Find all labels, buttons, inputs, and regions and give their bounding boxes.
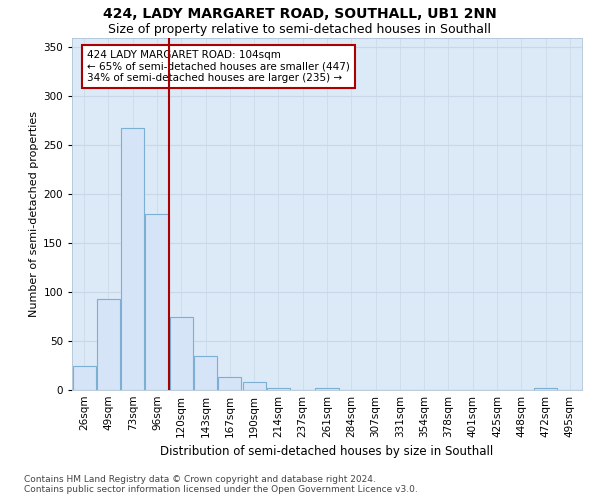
Bar bbox=[97, 299, 120, 390]
Bar bbox=[73, 366, 95, 390]
Bar bbox=[218, 378, 241, 390]
Text: 424 LADY MARGARET ROAD: 104sqm
← 65% of semi-detached houses are smaller (447)
3: 424 LADY MARGARET ROAD: 104sqm ← 65% of … bbox=[88, 50, 350, 83]
Text: Contains public sector information licensed under the Open Government Licence v3: Contains public sector information licen… bbox=[24, 485, 418, 494]
Bar bbox=[194, 356, 217, 390]
Text: Contains HM Land Registry data © Crown copyright and database right 2024.: Contains HM Land Registry data © Crown c… bbox=[24, 475, 376, 484]
Y-axis label: Number of semi-detached properties: Number of semi-detached properties bbox=[29, 111, 39, 317]
Bar bbox=[534, 388, 557, 390]
Text: 424, LADY MARGARET ROAD, SOUTHALL, UB1 2NN: 424, LADY MARGARET ROAD, SOUTHALL, UB1 2… bbox=[103, 8, 497, 22]
Text: Size of property relative to semi-detached houses in Southall: Size of property relative to semi-detach… bbox=[109, 22, 491, 36]
Bar bbox=[170, 316, 193, 390]
Bar bbox=[267, 388, 290, 390]
X-axis label: Distribution of semi-detached houses by size in Southall: Distribution of semi-detached houses by … bbox=[160, 446, 494, 458]
Bar bbox=[242, 382, 266, 390]
Bar bbox=[316, 388, 338, 390]
Bar bbox=[145, 214, 169, 390]
Bar bbox=[121, 128, 144, 390]
